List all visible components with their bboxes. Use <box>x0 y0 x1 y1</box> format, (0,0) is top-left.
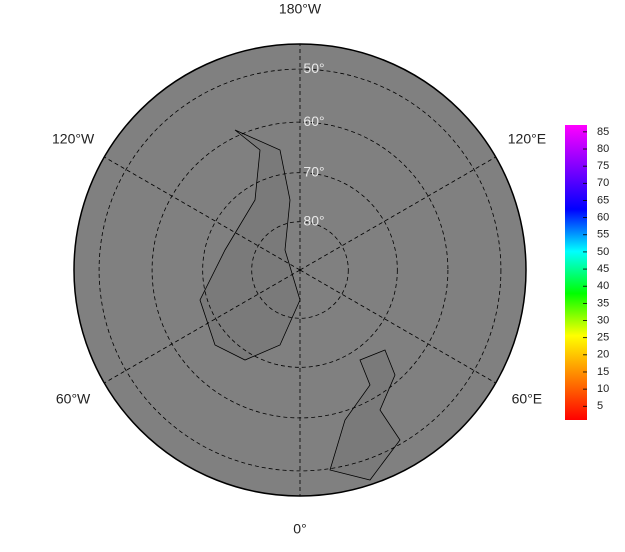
colorbar-tick-label: 60 <box>597 212 609 224</box>
colorbar-tick-label: 65 <box>597 194 609 206</box>
map-border <box>73 43 527 497</box>
colorbar: 5 10 15 20 25 30 35 40 45 50 55 60 65 70 75 80 85 <box>565 125 609 420</box>
latitude-circle <box>251 221 349 319</box>
colorbar-tick-label: 5 <box>597 400 603 412</box>
meridian <box>299 156 496 271</box>
colorbar-tick-label: 45 <box>597 263 609 275</box>
colorbar-tick-label: 70 <box>597 177 609 189</box>
colorbar-tick-label: 85 <box>597 126 609 138</box>
latitude-label: 70° <box>303 163 324 179</box>
latitude-circle <box>202 172 398 368</box>
colorbar-tick-label: 80 <box>597 143 609 155</box>
longitude-label: 0° <box>293 521 306 537</box>
latitude-circle <box>98 68 502 472</box>
longitude-label: 120°W <box>52 131 95 147</box>
colorbar-tick-label: 25 <box>597 332 609 344</box>
colorbar-tick-label: 75 <box>597 160 609 172</box>
meridian <box>104 156 301 271</box>
colorbar-tick-label: 30 <box>597 314 609 326</box>
colorbar-tick-label: 10 <box>597 383 609 395</box>
meridian <box>299 269 496 384</box>
longitude-label: 120°E <box>508 131 546 147</box>
greenland <box>199 129 301 361</box>
map-labels: 180°W 120°E 60°E 0° 60°W 120°W 50° 60° 70° 80° <box>52 1 546 537</box>
longitude-label: 60°W <box>56 391 91 407</box>
colorbar-fill <box>565 125 587 420</box>
meridian <box>104 269 301 384</box>
colorbar-tick-label: 55 <box>597 229 609 241</box>
latitude-label: 50° <box>303 60 324 76</box>
colorbar-tick-label: 15 <box>597 366 609 378</box>
latitude-label: 60° <box>303 113 324 129</box>
colorbar-tick-label: 20 <box>597 349 609 361</box>
colorbar-tick-label: 50 <box>597 246 609 258</box>
longitude-label: 180°W <box>279 1 322 17</box>
colorbar-tick-label: 40 <box>597 280 609 292</box>
longitude-label: 60°E <box>512 391 543 407</box>
scandinavia <box>329 349 401 481</box>
land-outline <box>199 129 401 481</box>
latitude-circle <box>151 121 449 419</box>
graticule <box>98 44 502 496</box>
colorbar-tick-label: 35 <box>597 297 609 309</box>
latitude-label: 80° <box>303 212 324 228</box>
